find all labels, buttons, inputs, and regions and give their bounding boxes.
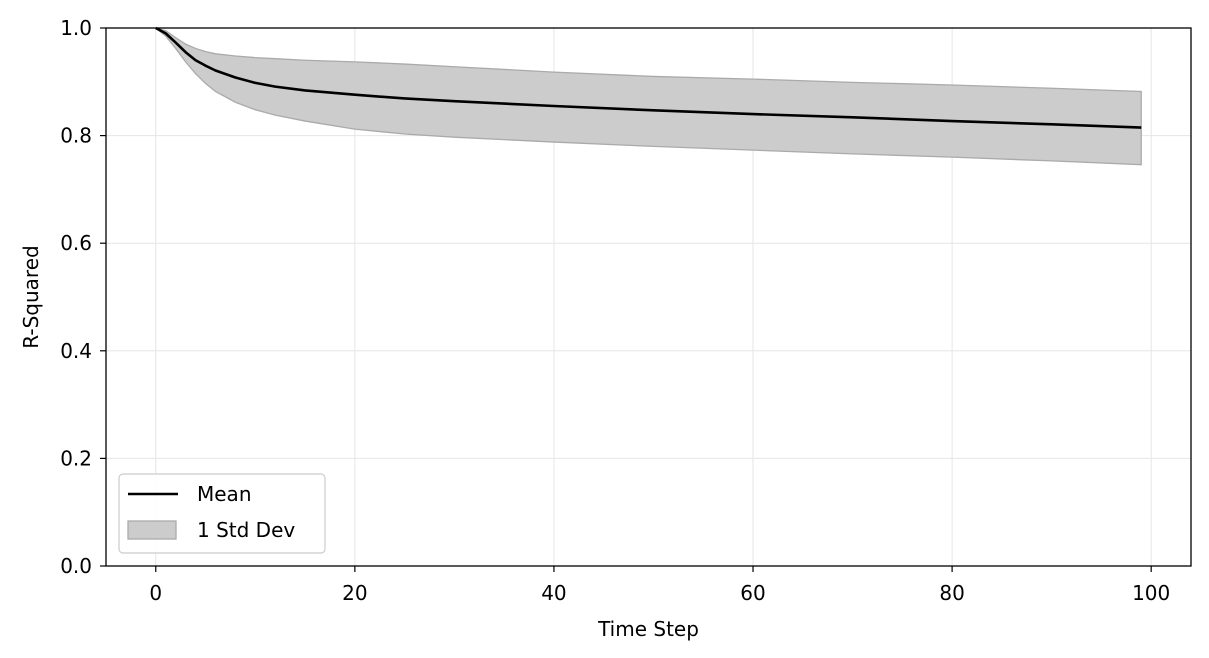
plot-frame [105, 27, 1192, 567]
y-axis-label: R-Squared [19, 245, 43, 348]
x-axis: 0 20 40 60 80 100 [149, 566, 1170, 605]
x-axis-label: Time Step [597, 617, 699, 641]
x-tick-label: 100 [1132, 581, 1170, 605]
legend-label: Mean [197, 482, 252, 506]
line-layer [155, 26, 1142, 129]
legend: Mean 1 Std Dev [118, 473, 326, 554]
y-tick-label: 0.6 [60, 231, 92, 255]
std-dev-band [155, 27, 1142, 166]
legend-swatch-band [127, 520, 177, 540]
x-tick-label: 80 [939, 581, 964, 605]
y-tick-label: 1.0 [60, 16, 92, 40]
x-tick-label: 0 [149, 581, 162, 605]
y-tick-label: 0.4 [60, 339, 92, 363]
y-tick-label: 0.0 [60, 554, 92, 578]
x-tick-label: 40 [541, 581, 566, 605]
band-layer [155, 27, 1142, 166]
mean-line [155, 26, 1142, 129]
x-tick-label: 60 [740, 581, 765, 605]
x-tick-label: 20 [342, 581, 367, 605]
legend-label: 1 Std Dev [197, 518, 295, 542]
y-axis: 0.0 0.2 0.4 0.6 0.8 1.0 [60, 16, 106, 578]
y-tick-label: 0.2 [60, 446, 92, 470]
y-tick-label: 0.8 [60, 124, 92, 148]
